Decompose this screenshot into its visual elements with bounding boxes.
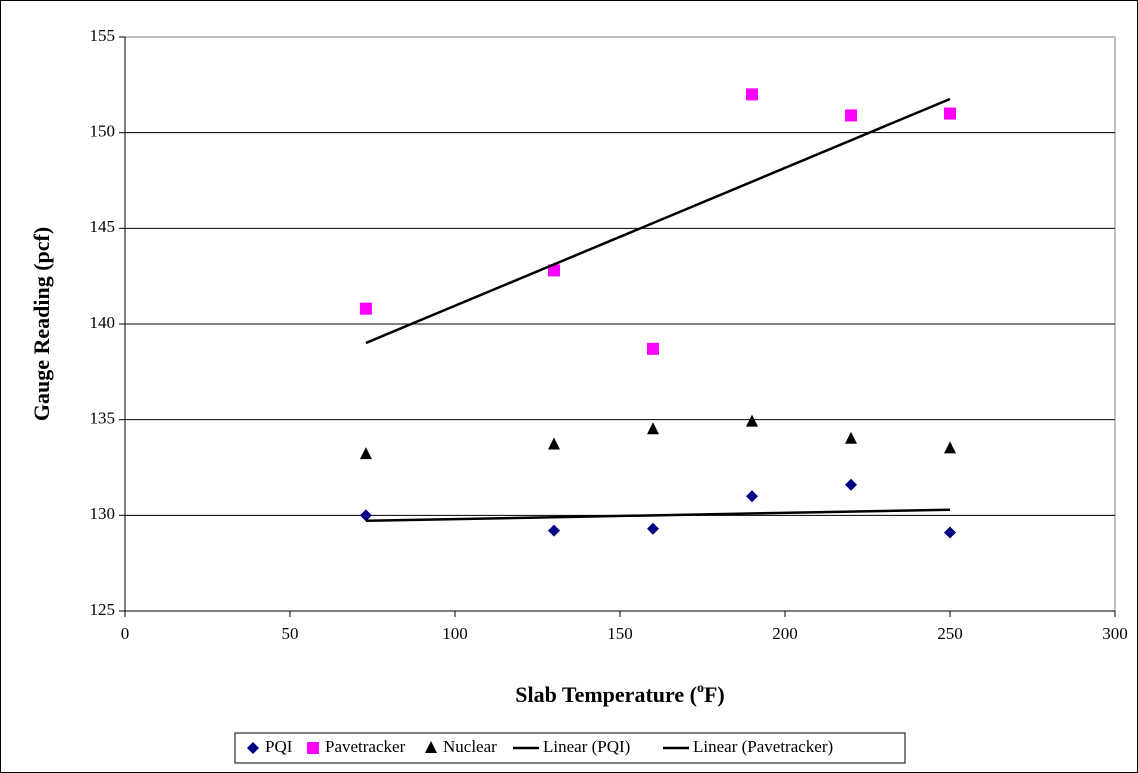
x-tick-label: 50 [282,624,299,643]
point [548,524,560,537]
legend-label: Nuclear [443,737,497,756]
y-tick-label: 150 [90,122,116,141]
point [746,88,758,101]
legend-label: Linear (PQI) [543,737,630,756]
legend-box [234,732,906,764]
point [944,441,956,454]
point [845,478,857,491]
x-label-part: F) [704,682,725,707]
point [845,431,857,444]
y-tick-label: 135 [90,409,116,428]
point [359,302,372,315]
legend-swatch [247,742,259,754]
x-tick-label: 150 [607,624,633,643]
point [548,264,560,277]
legend-label: Linear (Pavetracker) [693,737,833,756]
point [548,437,560,450]
point [845,109,857,122]
point [944,526,956,539]
y-tick-label: 140 [90,313,116,332]
x-label-sup: o [697,681,704,696]
point [944,107,956,120]
point [359,447,372,460]
trend-line [365,508,951,523]
y-tick-label: 125 [90,600,116,619]
x-tick-label: 0 [121,624,130,643]
point [746,490,758,503]
legend-label: PQI [265,737,293,756]
x-label-part: Slab Temperature ( [515,682,697,707]
point [647,422,659,435]
x-tick-label: 200 [772,624,798,643]
y-tick-label: 145 [90,217,116,236]
legend-label: Pavetracker [325,737,406,756]
x-axis-label: Slab Temperature (oF) [515,681,724,707]
y-tick-label: 130 [90,504,116,523]
point [647,342,659,355]
legend-swatch [307,742,319,754]
trend-line [365,97,951,345]
y-tick-label: 155 [90,26,116,45]
y-axis-label: Gauge Reading (pcf) [29,227,54,421]
point [746,414,758,427]
legend-swatch [425,741,437,753]
x-tick-label: 250 [937,624,963,643]
x-tick-label: 100 [442,624,468,643]
point [647,522,659,535]
x-tick-label: 300 [1102,624,1128,643]
point [359,509,372,522]
